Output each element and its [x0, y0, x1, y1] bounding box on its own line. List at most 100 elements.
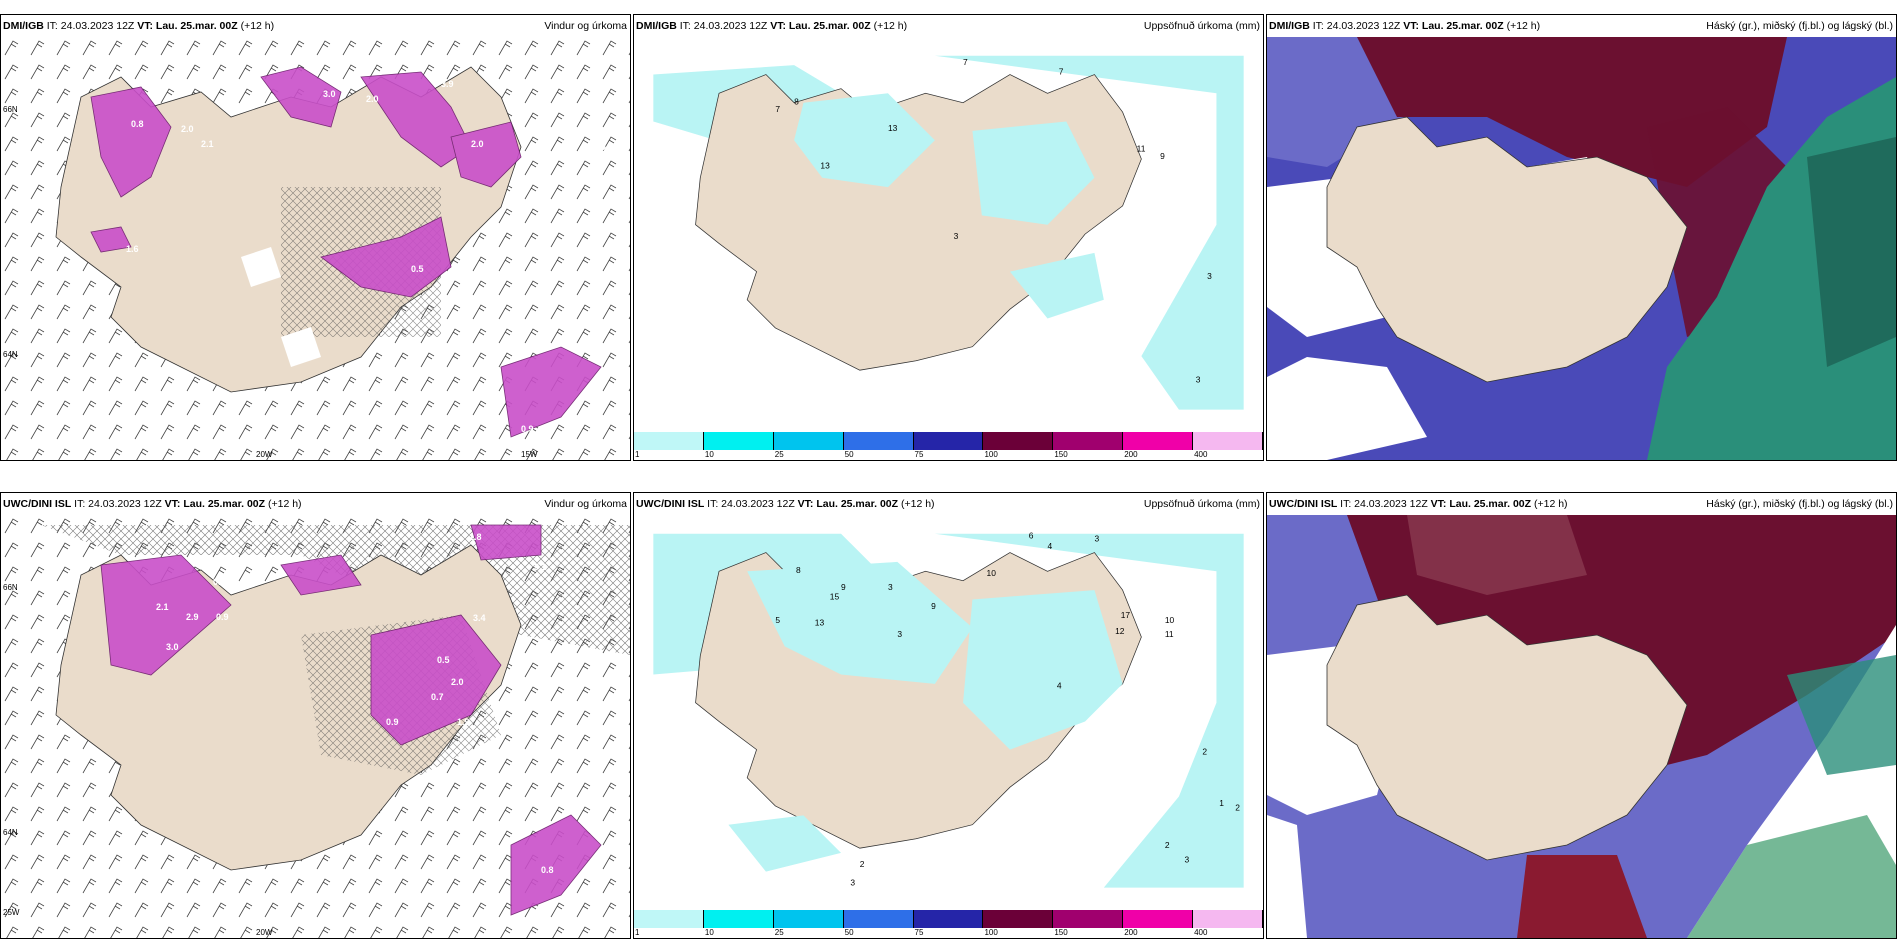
colorbar-label: 1: [635, 928, 640, 937]
precip-value-label: 12: [1115, 626, 1125, 636]
precip-value-label: 3.1: [534, 562, 547, 572]
colorbar-swatch: [703, 432, 774, 450]
precip-value-label: 3: [897, 629, 902, 639]
precip-value-label: 13: [888, 123, 898, 133]
precip-value-label: 8: [796, 565, 801, 575]
panel-header: DMI/IGB IT: 24.03.2023 12Z VT: Lau. 25.m…: [634, 15, 1263, 37]
precip-value-label: 3.0: [323, 89, 336, 99]
precip-value-label: 3.9: [441, 79, 454, 89]
lead-time: (+12 h): [240, 20, 275, 32]
precip-value-label: 1: [1219, 798, 1224, 808]
colorbar-swatch: [1053, 432, 1124, 450]
colorbar-label: 10: [704, 450, 714, 459]
colorbar-label: 75: [914, 450, 924, 459]
precip-value-label: 10: [987, 568, 997, 578]
panel-header: DMI/IGB IT: 24.03.2023 12Z VT: Lau. 25.m…: [1267, 15, 1896, 37]
panel-dmi-clouds: DMI/IGB IT: 24.03.2023 12Z VT: Lau. 25.m…: [1266, 14, 1897, 461]
precip-value-label: 2: [1202, 746, 1207, 756]
colorbar-label: 200: [1124, 450, 1138, 459]
precip-value-label: 7: [775, 104, 780, 114]
precip-value-label: 3.0: [513, 114, 526, 124]
colorbar-swatch: [913, 432, 984, 450]
colorbar-swatch: [1193, 910, 1263, 928]
precip-value-label: 5: [775, 615, 780, 625]
colorbar-label: 400: [1194, 928, 1208, 937]
precip-value-label: 2.1: [201, 139, 214, 149]
valid-time: VT: Lau. 25.mar. 00Z: [770, 20, 871, 32]
panel-header: UWC/DINI ISL IT: 24.03.2023 12Z VT: Lau.…: [634, 493, 1263, 515]
colorbar-swatch: [703, 910, 774, 928]
model-source: DMI/IGB: [1269, 20, 1310, 32]
colorbar-label: 50: [844, 928, 854, 937]
colorbar-label: 10: [704, 928, 714, 937]
panel-uwc-clouds: UWC/DINI ISL IT: 24.03.2023 12Z VT: Lau.…: [1266, 492, 1897, 939]
init-time: IT: 24.03.2023 12Z: [679, 20, 768, 32]
precip-value-label: 0.7: [431, 692, 444, 702]
precip-value-label: 3: [1207, 271, 1212, 281]
model-source: DMI/IGB: [636, 20, 677, 32]
cloud-map: [1267, 515, 1896, 938]
colorbar-swatch: [1193, 432, 1263, 450]
precip-value-label: 7: [1059, 67, 1064, 77]
colorbar-label: 100: [984, 928, 998, 937]
colorbar-swatch: [1123, 910, 1194, 928]
colorbar-label: 1: [635, 450, 640, 459]
valid-time: VT: Lau. 25.mar. 00Z: [1430, 498, 1532, 510]
colorbar: 1 10 25 50 75 100 150 200 400: [634, 432, 1263, 460]
precip-value-label: 1.9: [457, 717, 470, 727]
precip-value-label: 2: [1165, 840, 1170, 850]
lat-label: 66N: [3, 583, 18, 592]
panel-title: Uppsöfnuð úrkoma (mm): [1143, 20, 1260, 32]
colorbar-label: 400: [1194, 450, 1208, 459]
precip-value-label: 3.0: [166, 642, 179, 652]
init-time: IT: 24.03.2023 12Z: [707, 498, 795, 510]
colorbar-swatch: [773, 910, 844, 928]
panel-title: Háský (gr.), miðský (fj.bl.) og lágský (…: [1706, 20, 1893, 32]
precip-value-label: 0.5: [411, 264, 424, 274]
precip-value-label: 3: [850, 878, 855, 888]
precip-value-label: 9: [1160, 151, 1165, 161]
precip-value-label: 0.9: [386, 717, 399, 727]
lon-label: 25W: [3, 908, 20, 917]
colorbar-swatch: [843, 910, 914, 928]
precip-value-label: 0.9: [216, 612, 229, 622]
wind-land-blanks: [241, 247, 321, 367]
lead-time: (+12 h): [900, 498, 935, 510]
colorbar-label: 150: [1054, 450, 1068, 459]
init-time: IT: 24.03.2023 12Z: [46, 20, 135, 32]
precip-value-label: 2: [860, 859, 865, 869]
precip-value-labels: 7 7 13 13 8 11 9 3 3 3 7: [775, 57, 1212, 384]
model-source: UWC/DINI ISL: [3, 498, 72, 510]
precip-shading: [653, 533, 1244, 888]
colorbar-swatch: [773, 432, 844, 450]
wind-map: 1.8 3.1 0.6 2.9 0.9 3.0 2.0 0.5 0.7 1.9 …: [1, 515, 630, 938]
precip-value-labels: 6 3 4 10 8 9 3 15 13 3 5 9 17 12 11 10 2…: [775, 530, 1240, 887]
precip-value-label: 3.0: [511, 99, 524, 109]
lon-label: 20W: [256, 928, 273, 937]
init-time: IT: 24.03.2023 12Z: [74, 498, 162, 510]
lat-label: 64N: [3, 828, 18, 837]
precip-value-label: 0.8: [541, 865, 554, 875]
panel-uwc-precip: UWC/DINI ISL IT: 24.03.2023 12Z VT: Lau.…: [633, 492, 1264, 939]
colorbar-label: 200: [1124, 928, 1138, 937]
precip-value-label: 9: [841, 582, 846, 592]
precip-value-label: 0.9: [573, 885, 586, 895]
precip-value-label: 0.8: [131, 119, 144, 129]
model-source: UWC/DINI ISL: [1269, 498, 1338, 510]
panel-header: DMI/IGB IT: 24.03.2023 12Z VT: Lau. 25.m…: [1, 15, 630, 37]
colorbar-swatch: [634, 432, 704, 450]
valid-time: VT: Lau. 25.mar. 00Z: [797, 498, 899, 510]
precip-value-label: 1.6: [126, 244, 139, 254]
precip-shading: [100, 524, 602, 916]
panel-title: Vindur og úrkoma: [544, 20, 627, 32]
cloud-map: [1267, 37, 1896, 460]
precip-map: 6 3 4 10 8 9 3 15 13 3 5 9 17 12 11 10 2…: [653, 515, 1244, 888]
colorbar-swatch: [983, 910, 1054, 928]
panel-dmi-precip: DMI/IGB IT: 24.03.2023 12Z VT: Lau. 25.m…: [633, 14, 1264, 461]
model-source: UWC/DINI ISL: [636, 498, 705, 510]
iceland-land: [1326, 594, 1688, 861]
colorbar-swatch: [1123, 432, 1194, 450]
precip-value-label: 2.0: [451, 677, 464, 687]
precip-value-label: 11: [1137, 144, 1146, 154]
precip-value-label: 3.4: [473, 613, 486, 623]
